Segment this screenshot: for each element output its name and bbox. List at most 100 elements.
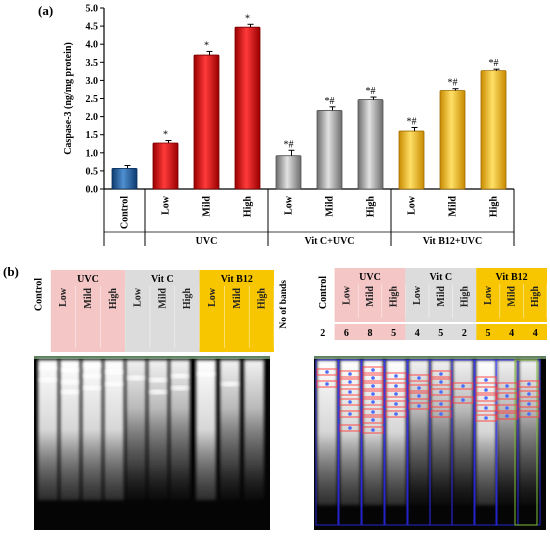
- band-marker: [505, 414, 509, 418]
- gel-lane: [386, 360, 406, 505]
- gel-band: [171, 373, 189, 379]
- group-label: UVC: [196, 236, 218, 247]
- lane-group-bg: [334, 268, 406, 322]
- band-marker: [484, 406, 488, 410]
- band-box: [362, 416, 384, 424]
- band-box: [430, 378, 452, 386]
- band-marker: [371, 418, 375, 422]
- gel-band: [83, 363, 101, 369]
- lane-label: Low: [412, 285, 423, 305]
- band-marker: [371, 392, 375, 396]
- gel-lane: [409, 360, 429, 505]
- lane-label: High: [459, 286, 470, 308]
- y-tick-label: 2.0: [86, 112, 99, 123]
- bar: [234, 26, 261, 190]
- band-marker: [439, 402, 443, 406]
- lane-group-label: Vit C: [429, 272, 452, 283]
- band-marker: [527, 392, 531, 396]
- band-marker: [371, 368, 375, 372]
- category-label: Mild: [448, 196, 459, 217]
- band-box: [496, 404, 518, 412]
- band-box: [475, 394, 497, 402]
- lane-box: [361, 359, 385, 526]
- lane-group-bg: [125, 270, 200, 352]
- caspase-bar-chart: 0.0 0.5 1.0 1.5 2.0 2.5 3.0 3.5 4.0 4.5 5.0 Caspase…: [63, 4, 515, 247]
- band-count: 5: [391, 328, 396, 339]
- lane-group-bg: [199, 270, 274, 352]
- gel-lane: [340, 360, 360, 505]
- category-label: Mild: [202, 196, 213, 217]
- band-box: [518, 400, 540, 408]
- band-box: [496, 382, 518, 390]
- band-marker: [484, 378, 488, 382]
- lane-label: High: [530, 286, 541, 308]
- lane-label: Low: [341, 285, 352, 305]
- band-box: [316, 380, 338, 388]
- band-box: [385, 400, 407, 408]
- significance-label: *: [204, 40, 209, 51]
- significance-label: *#: [366, 86, 376, 97]
- band-box: [362, 382, 384, 390]
- band-marker: [394, 412, 398, 416]
- gel-lane: [148, 360, 168, 500]
- band-box: [408, 392, 430, 400]
- band-box: [362, 390, 384, 398]
- y-tick-label: 3.0: [86, 76, 99, 87]
- band-box: [316, 368, 338, 376]
- gel-band: [197, 371, 215, 377]
- band-marker: [348, 390, 352, 394]
- band-marker: [348, 380, 352, 384]
- band-box: [385, 390, 407, 398]
- significance-label: *#: [448, 78, 458, 89]
- gel-band: [149, 389, 167, 395]
- y-tick-label: 0.5: [86, 166, 99, 177]
- gel-band: [127, 375, 145, 381]
- band-marker: [348, 426, 352, 430]
- band-box: [430, 370, 452, 378]
- lane-label: Mild: [83, 288, 94, 309]
- lane-group-label: UVC: [77, 274, 99, 285]
- lane-label: Mild: [157, 288, 168, 309]
- gel-lane: [104, 360, 124, 500]
- band-box: [408, 384, 430, 392]
- lane-label: Mild: [232, 288, 243, 309]
- lane-group-label: Vit B12: [496, 272, 528, 283]
- lane-label: High: [257, 288, 268, 310]
- gel-lane: [317, 360, 337, 505]
- y-tick-label: 1.0: [86, 148, 99, 159]
- band-marker: [394, 384, 398, 388]
- bar: [275, 155, 302, 190]
- band-box: [518, 390, 540, 398]
- gel-band: [105, 381, 123, 387]
- bar: [111, 167, 138, 190]
- panel-a-label: (a): [38, 3, 53, 18]
- gel-lane: [497, 360, 517, 505]
- lane-box: [384, 359, 408, 526]
- band-marker: [325, 382, 329, 386]
- band-marker: [484, 388, 488, 392]
- category-label: Low: [284, 195, 295, 215]
- band-marker: [527, 382, 531, 386]
- lane-label: Mild: [365, 286, 376, 307]
- lane-label: High: [108, 288, 119, 310]
- group-label: Vit B12+UVC: [423, 236, 483, 247]
- y-tick-label: 0.0: [86, 185, 99, 196]
- category-label: High: [489, 196, 500, 218]
- band-marker: [439, 380, 443, 384]
- gel-lane: [476, 360, 496, 505]
- band-marker: [417, 386, 421, 390]
- band-box: [339, 398, 361, 406]
- band-marker: [371, 376, 375, 380]
- gel-band: [61, 379, 79, 385]
- band-count: 5: [438, 328, 443, 339]
- band-box: [518, 380, 540, 388]
- band-marker: [325, 370, 329, 374]
- gel-lane: [126, 360, 146, 500]
- lane-label: Low: [58, 287, 69, 307]
- band-marker: [394, 374, 398, 378]
- category-label: High: [366, 196, 377, 218]
- band-marker: [371, 410, 375, 414]
- category-label: Control: [120, 196, 131, 229]
- band-marker: [417, 376, 421, 380]
